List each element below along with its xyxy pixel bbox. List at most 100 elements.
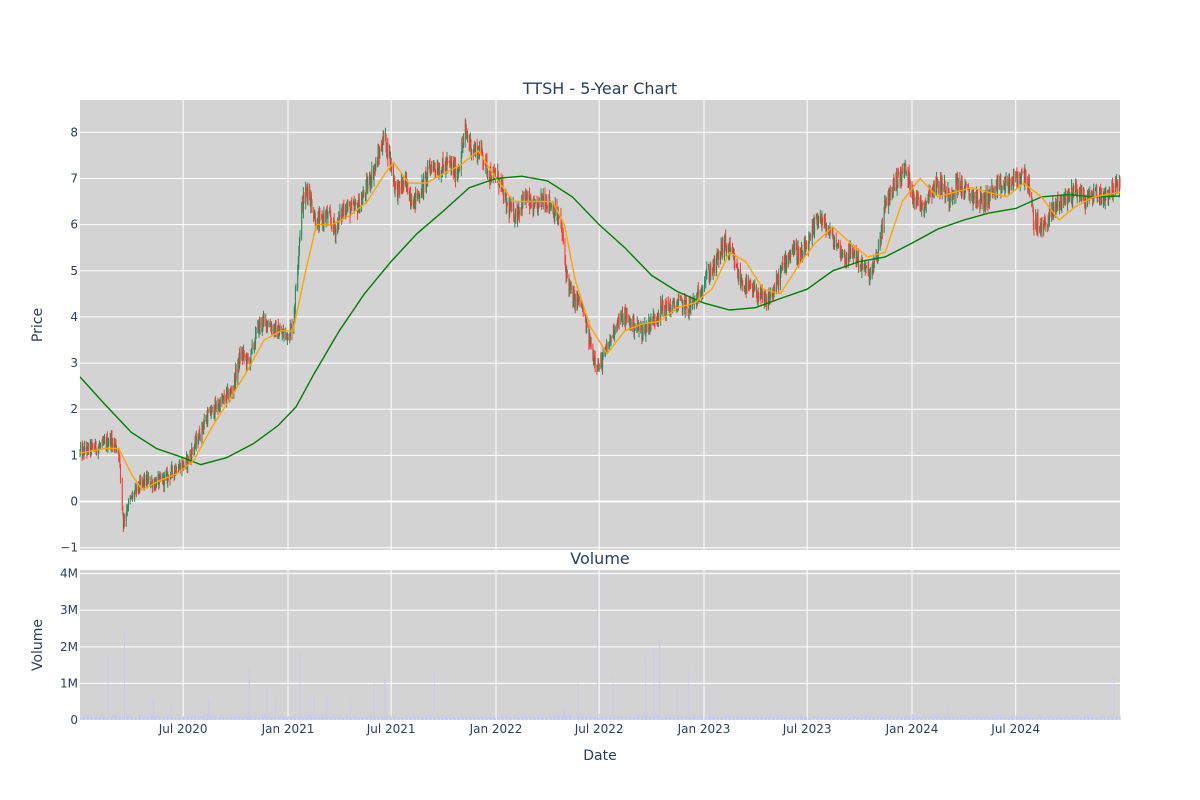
candle-body xyxy=(933,183,935,193)
candle-body xyxy=(1041,223,1043,231)
volume-bar xyxy=(461,715,463,720)
volume-bar xyxy=(892,716,894,720)
candle-body xyxy=(758,295,760,299)
volume-bar xyxy=(253,718,255,720)
candle-body xyxy=(259,321,261,328)
candle-body xyxy=(261,321,263,329)
candle-body xyxy=(439,170,441,177)
volume-bar xyxy=(353,716,355,720)
volume-bar xyxy=(503,717,504,720)
volume-bar xyxy=(86,715,88,720)
volume-bar xyxy=(394,715,396,720)
candle-body xyxy=(546,200,548,207)
volume-bar xyxy=(792,717,794,720)
volume-bar xyxy=(881,716,883,720)
volume-bar xyxy=(710,715,711,720)
volume-bar xyxy=(1039,715,1041,720)
volume-bar xyxy=(473,716,475,720)
candle-body xyxy=(796,247,798,259)
candle-body xyxy=(929,192,931,194)
candle-body xyxy=(806,248,808,250)
volume-bar xyxy=(274,718,276,720)
volume-bar xyxy=(694,714,696,720)
volume-bar xyxy=(257,718,259,720)
volume-bar xyxy=(602,714,604,720)
volume-bar xyxy=(762,716,764,720)
volume-bar xyxy=(589,714,591,720)
volume-bar xyxy=(602,718,604,720)
volume-bar xyxy=(622,718,624,720)
volume-bar xyxy=(870,716,871,720)
volume-bar xyxy=(589,714,591,720)
candle-body xyxy=(471,150,473,155)
volume-bar xyxy=(209,714,211,720)
volume-bar xyxy=(192,715,193,720)
volume-bar xyxy=(1080,715,1082,720)
candle-body xyxy=(666,301,668,304)
volume-bar xyxy=(361,717,363,720)
volume-bar xyxy=(944,715,946,720)
volume-bar xyxy=(289,716,291,720)
volume-bar xyxy=(822,718,824,720)
volume-bar xyxy=(235,715,237,720)
volume-bar xyxy=(955,718,957,720)
volume-bar xyxy=(766,715,768,720)
volume-bar xyxy=(797,716,799,720)
volume-bar xyxy=(98,717,100,720)
candle-body xyxy=(91,444,92,452)
volume-bar xyxy=(561,716,563,720)
volume-bar xyxy=(298,715,299,720)
volume-bar xyxy=(430,714,432,720)
volume-bar xyxy=(841,714,842,720)
volume-bar xyxy=(177,718,179,720)
volume-bar xyxy=(1083,717,1085,720)
volume-bar xyxy=(197,716,199,720)
volume-bar xyxy=(429,716,430,720)
volume-bar xyxy=(166,715,168,720)
x-tick-label: Jan 2022 xyxy=(469,722,523,736)
volume-bar xyxy=(578,716,580,720)
volume-bar xyxy=(210,717,212,720)
volume-bar xyxy=(1041,716,1043,720)
volume-bar xyxy=(1001,718,1003,720)
candle-body xyxy=(674,305,676,309)
volume-bar xyxy=(812,716,814,720)
volume-bar xyxy=(913,715,915,720)
volume-bar xyxy=(530,718,532,720)
volume-bar xyxy=(405,714,407,720)
volume-bar xyxy=(1039,714,1041,720)
volume-bar xyxy=(310,715,312,720)
volume-bar xyxy=(1035,717,1037,720)
volume-bar xyxy=(847,714,849,720)
volume-bar xyxy=(944,715,946,720)
volume-bar xyxy=(948,716,950,720)
volume-bar xyxy=(874,718,875,720)
volume-bar xyxy=(231,717,233,720)
volume-bar xyxy=(222,714,224,720)
volume-bar xyxy=(761,714,763,720)
candle-body xyxy=(104,440,106,442)
volume-bar xyxy=(454,718,456,720)
volume-bar xyxy=(1111,718,1113,720)
candle-body xyxy=(898,170,899,174)
candle-body xyxy=(202,423,204,429)
candle-body xyxy=(503,189,504,202)
candle-body xyxy=(307,186,309,198)
candle-body xyxy=(475,145,477,149)
volume-bar xyxy=(718,718,720,720)
candle-body xyxy=(585,315,587,322)
volume-bar xyxy=(519,716,520,720)
volume-bar xyxy=(806,717,808,720)
volume-bar xyxy=(548,716,550,720)
volume-bar xyxy=(123,715,125,720)
volume-bar xyxy=(293,715,295,720)
volume-bar xyxy=(1031,718,1033,720)
volume-bar xyxy=(223,717,225,720)
volume-bar xyxy=(93,717,95,720)
volume-bar xyxy=(158,717,160,720)
volume-bar xyxy=(805,715,806,720)
volume-bar xyxy=(1048,715,1050,720)
candle-body xyxy=(812,225,813,240)
candle-body xyxy=(413,198,415,209)
candle-body xyxy=(185,458,187,466)
